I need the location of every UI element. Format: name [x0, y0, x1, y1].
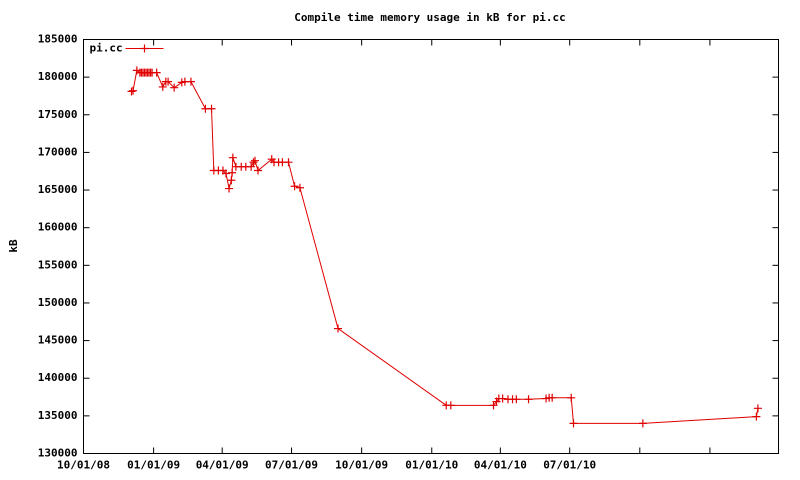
- point: [569, 419, 578, 428]
- x-tick-label: 04/01/09: [196, 459, 249, 472]
- y-tick-label: 150000: [38, 296, 78, 309]
- point: [249, 158, 258, 167]
- y-tick-label: 155000: [38, 258, 78, 271]
- x-tick-label: 01/01/10: [405, 459, 458, 472]
- point: [222, 169, 231, 178]
- legend-marker: [140, 44, 149, 53]
- y-tick-label: 185000: [38, 33, 78, 46]
- x-tick-label: 07/01/09: [265, 459, 318, 472]
- point: [207, 104, 216, 113]
- point: [254, 166, 263, 175]
- point: [186, 77, 195, 86]
- x-tick-label: 10/01/09: [335, 459, 388, 472]
- y-tick-label: 160000: [38, 221, 78, 234]
- point: [284, 158, 293, 167]
- point: [334, 324, 343, 333]
- y-tick-label: 165000: [38, 183, 78, 196]
- point: [250, 156, 259, 165]
- point: [512, 395, 521, 404]
- point: [127, 87, 136, 96]
- point: [290, 182, 299, 191]
- x-tick-label: 01/01/09: [127, 459, 180, 472]
- y-tick-label: 140000: [38, 371, 78, 384]
- y-tick-label: 135000: [38, 409, 78, 422]
- x-tick-label: 04/01/10: [474, 459, 527, 472]
- point: [152, 68, 161, 77]
- point: [753, 404, 762, 413]
- point: [228, 168, 237, 177]
- point: [225, 184, 234, 193]
- point: [524, 395, 533, 404]
- point: [227, 176, 236, 185]
- legend-label: pi.cc: [90, 42, 123, 55]
- point: [228, 153, 237, 162]
- point: [567, 393, 576, 402]
- y-axis-label: kB: [7, 239, 20, 253]
- x-tick-label: 10/01/08: [57, 459, 110, 472]
- y-tick-label: 175000: [38, 108, 78, 121]
- x-tick-label: 07/01/10: [543, 459, 596, 472]
- point: [446, 401, 455, 410]
- point: [548, 393, 557, 402]
- point: [170, 83, 179, 92]
- point: [158, 82, 167, 91]
- y-tick-label: 170000: [38, 145, 78, 158]
- point: [752, 412, 761, 421]
- point: [129, 86, 138, 95]
- point: [638, 419, 647, 428]
- series-line: [131, 69, 759, 424]
- point: [247, 162, 256, 171]
- point: [164, 77, 173, 86]
- plot-frame: [83, 39, 779, 454]
- point: [498, 394, 507, 403]
- y-tick-label: 145000: [38, 334, 78, 347]
- y-tick-label: 130000: [38, 447, 78, 460]
- point: [295, 183, 304, 192]
- chart-title: Compile time memory usage in kB for pi.c…: [294, 11, 566, 24]
- y-tick-label: 180000: [38, 70, 78, 83]
